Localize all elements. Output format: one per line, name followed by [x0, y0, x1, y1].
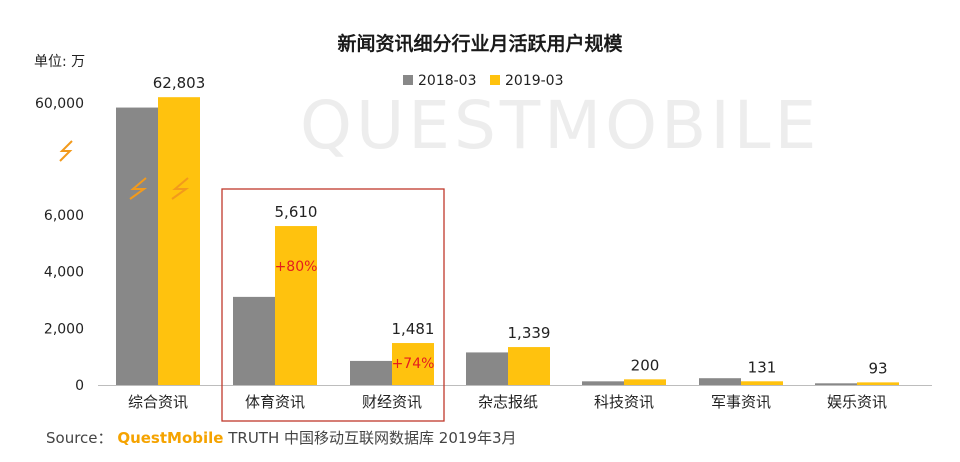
data-label: 200	[631, 356, 660, 374]
category-label: 娱乐资讯	[827, 393, 887, 411]
y-tick-label: 6,000	[44, 208, 84, 224]
bar-break-icon-2018	[129, 177, 148, 200]
bars	[116, 97, 899, 386]
legend-label-2019: 2019-03	[505, 73, 564, 89]
bar-2018-03-7	[815, 383, 857, 385]
bar-2019-03-3	[392, 343, 434, 385]
data-labels: 62,803 5,610 1,481 1,339 200 131 93	[153, 74, 888, 377]
bar-2018-03-5	[582, 381, 624, 385]
bar-2019-03-2	[275, 226, 317, 385]
y-tick-label: 4,000	[44, 265, 84, 281]
data-label: 131	[748, 358, 777, 376]
category-labels: 综合资讯 体育资讯 财经资讯 杂志报纸 科技资讯 军事资讯 娱乐资讯	[128, 393, 887, 411]
bar-break-icon-2019	[171, 177, 190, 200]
growth-callout: +80%	[275, 259, 318, 275]
axis-break-icon	[59, 140, 73, 162]
source-line: Source： QuestMobile TRUTH 中国移动互联网数据库 201…	[46, 427, 517, 448]
y-axis-ticks: 0 2,000 4,000 6,000 60,000	[35, 96, 84, 394]
bar-2018-03-4	[466, 352, 508, 385]
data-label: 93	[868, 359, 887, 377]
legend-swatch-2018	[403, 75, 413, 85]
watermark: QUESTMOBILE	[300, 87, 820, 164]
category-label: 杂志报纸	[478, 393, 538, 411]
callouts: +80% +74%	[275, 259, 435, 372]
bar-2018-03-1	[116, 107, 158, 386]
legend-label-2018: 2018-03	[418, 73, 477, 89]
data-label: 1,481	[392, 320, 435, 338]
axis-break-icon	[59, 140, 73, 162]
bar-2019-03-6	[741, 381, 783, 385]
category-label: 军事资讯	[711, 393, 771, 411]
bar-2019-03-5	[624, 379, 666, 385]
y-tick-label: 60,000	[35, 96, 84, 112]
source-label: Source：	[46, 429, 113, 447]
bar-2018-03-6	[699, 378, 741, 385]
category-label: 综合资讯	[128, 393, 188, 411]
bar-2019-03-7	[857, 382, 899, 385]
source-brand: QuestMobile	[117, 429, 224, 447]
category-label: 科技资讯	[594, 393, 654, 411]
category-label: 财经资讯	[362, 393, 422, 411]
data-label: 5,610	[275, 203, 318, 221]
bar-break-icons	[129, 177, 190, 200]
data-label: 62,803	[153, 74, 206, 92]
bar-2018-03-3	[350, 360, 392, 385]
y-tick-label: 2,000	[44, 321, 84, 337]
bar-2019-03-4	[508, 347, 550, 385]
source-text: TRUTH 中国移动互联网数据库 2019年3月	[228, 429, 517, 447]
chart-title: 新闻资讯细分行业月活跃用户规模	[337, 32, 623, 55]
bar-2019-03-1	[158, 97, 200, 385]
category-label: 体育资讯	[245, 393, 305, 411]
y-tick-label: 0	[75, 378, 84, 394]
legend: 2018-03 2019-03	[403, 73, 564, 89]
unit-label: 单位: 万	[34, 54, 85, 70]
bar-2018-03-2	[233, 296, 275, 385]
legend-swatch-2019	[490, 75, 500, 85]
growth-callout: +74%	[392, 356, 435, 372]
highlight-box	[221, 188, 445, 422]
data-label: 1,339	[508, 324, 551, 342]
